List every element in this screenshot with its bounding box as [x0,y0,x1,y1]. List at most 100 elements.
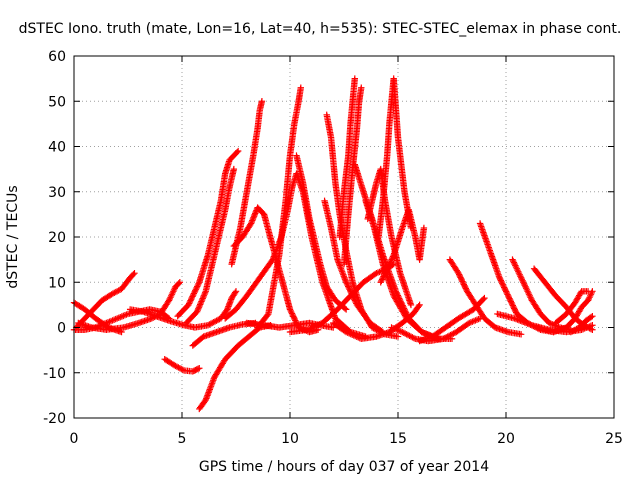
data-point [234,147,242,155]
data-point [130,271,137,278]
y-tick-label: -20 [43,411,66,427]
x-tick-label: 5 [178,431,187,447]
data-point [510,303,517,311]
data-point [420,224,428,232]
data-point [189,293,196,300]
data-point [378,277,385,285]
chart-title: dSTEC Iono. truth (mate, Lon=16, Lat=40,… [19,21,622,37]
y-tick-label: 10 [48,275,66,291]
data-track [340,84,365,268]
data-point [166,295,173,303]
data-point [198,298,205,305]
data-track [375,75,415,241]
data-point [204,322,212,329]
data-point [510,257,517,265]
data-track [416,294,488,345]
data-point [201,291,208,298]
data-point [403,331,410,338]
data-point [502,288,510,295]
data-point [268,257,275,265]
data-point [232,288,240,295]
data-point [527,294,534,301]
data-point [342,279,350,286]
data-point [345,330,353,337]
data-point [214,316,222,324]
y-tick-label: -10 [43,366,66,382]
data-point [512,307,519,315]
data-point [520,280,528,287]
data-point [350,294,357,302]
data-point [192,286,200,293]
data-point [346,286,353,293]
y-tick-label: 0 [57,321,66,337]
data-point [378,276,386,283]
data-point [264,311,271,319]
data-point [314,321,322,329]
data-point [514,266,521,274]
data-point [347,288,355,296]
data-point [462,285,469,292]
data-point [512,262,519,269]
data-point [511,306,519,313]
data-point [498,280,506,287]
data-point [290,314,298,321]
y-tick-label: 20 [48,230,66,246]
data-track [535,288,596,336]
data-point [509,256,516,263]
data-point [406,332,413,339]
data-point [587,313,595,321]
data-point [461,282,468,289]
data-point [210,319,217,326]
data-point [291,315,298,323]
data-point [194,365,202,373]
data-point [521,282,528,289]
data-point [196,302,203,310]
data-point [195,304,203,311]
data-point [185,300,193,307]
data-point [231,289,239,296]
data-point [168,292,175,300]
data-point [305,325,312,333]
data-point [200,293,207,301]
data-point [172,362,179,370]
data-point [510,305,518,312]
data-point [441,334,448,342]
data-point [450,330,457,337]
y-tick-label: 30 [48,185,66,201]
data-point [515,268,522,275]
data-point [510,259,518,266]
data-point [507,298,515,305]
data-point [230,165,238,173]
data-point [288,308,295,316]
y-tick-label: 60 [48,49,66,65]
data-point [458,276,466,284]
data-point [508,299,515,306]
data-point [481,294,488,302]
data-point [170,288,177,295]
data-point [349,293,357,300]
data-point [511,260,518,268]
data-point [175,280,182,287]
data-point [460,281,467,288]
data-point [509,302,517,309]
data-point [522,283,529,290]
data-point [191,288,198,296]
data-point [584,288,592,295]
data-point [213,317,220,324]
data-point [111,289,118,297]
data-point [382,269,389,276]
data-track [228,98,266,268]
data-track [336,75,358,241]
data-point [443,334,450,341]
data-point [461,283,469,291]
data-point [196,365,203,372]
data-point [316,321,323,328]
data-point [524,288,531,295]
data-point [114,288,121,295]
data-point [588,289,595,297]
data-point [400,329,407,336]
data-point [440,335,447,343]
data-point [456,272,464,280]
data-point [518,276,526,283]
